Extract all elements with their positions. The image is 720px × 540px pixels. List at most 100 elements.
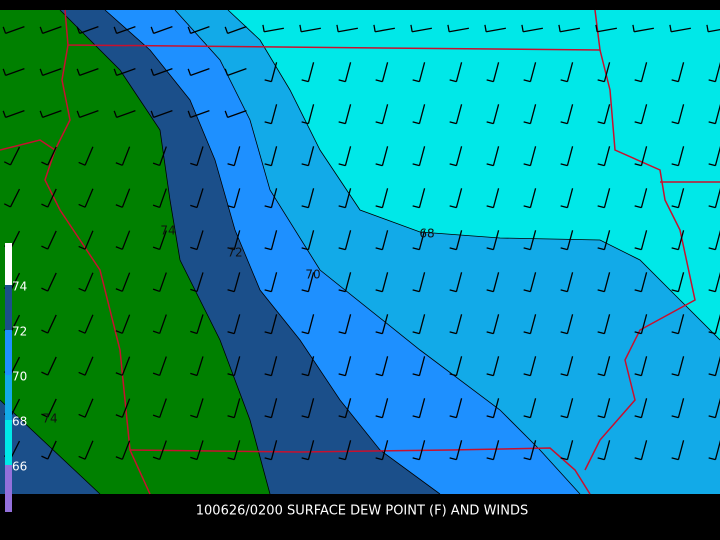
wind-barb: [486, 146, 500, 167]
wind-barb: [301, 188, 315, 209]
barb-flag: [264, 121, 272, 125]
barb-staff: [84, 356, 94, 376]
barb-staff: [381, 104, 389, 124]
barb-staff: [270, 398, 278, 418]
barb-staff: [344, 272, 352, 292]
wind-barb: [190, 272, 204, 293]
barb-flag: [115, 330, 123, 334]
wind-barb: [486, 188, 500, 209]
barb-staff: [677, 230, 685, 250]
barb-flag: [708, 415, 716, 419]
wind-barb: [190, 398, 204, 419]
barb-flag: [338, 415, 346, 419]
barb-staff: [381, 356, 389, 376]
wind-barb: [39, 109, 62, 119]
wind-barb: [224, 67, 247, 77]
barb-flag: [486, 121, 494, 125]
colorbar-label: 66: [12, 460, 27, 474]
barb-flag: [706, 24, 709, 32]
barb-staff: [338, 27, 358, 33]
wind-barb: [560, 188, 574, 209]
wind-barb: [560, 62, 574, 83]
barb-staff: [455, 314, 463, 334]
barb-staff: [196, 398, 204, 418]
barb-staff: [634, 27, 654, 33]
barb-flag: [2, 110, 7, 118]
wind-barb: [375, 356, 389, 377]
wind-barb: [634, 146, 648, 167]
colorbar-swatch: [5, 285, 12, 330]
barb-flag: [3, 203, 11, 208]
wind-barb: [115, 356, 131, 376]
barb-flag: [224, 68, 229, 76]
barb-flag: [2, 26, 7, 34]
barb-staff: [307, 440, 315, 460]
wind-barb: [301, 272, 315, 293]
barb-flag: [264, 373, 272, 377]
wind-barb: [449, 62, 463, 83]
wind-barb: [338, 230, 352, 251]
barb-staff: [307, 398, 315, 418]
barb-flag: [264, 247, 272, 251]
barb-flag: [523, 205, 531, 209]
wind-barb: [412, 398, 426, 419]
barb-staff: [640, 272, 648, 292]
barb-staff: [47, 230, 57, 250]
barb-staff: [159, 146, 167, 166]
barb-staff: [418, 146, 426, 166]
wind-barb: [560, 398, 574, 419]
barb-flag: [115, 162, 123, 166]
barb-staff: [159, 188, 167, 208]
barb-staff: [9, 188, 21, 208]
contour-line: [174, 9, 581, 495]
state-border: [584, 49, 696, 471]
barb-flag: [634, 331, 642, 335]
barb-flag: [708, 373, 716, 377]
barb-flag: [486, 415, 494, 419]
wind-barb: [338, 146, 352, 167]
barb-flag: [708, 163, 716, 167]
barb-staff: [47, 146, 57, 166]
wind-barb: [523, 188, 537, 209]
barb-staff: [677, 440, 685, 460]
barb-staff: [196, 440, 204, 460]
barb-flag: [264, 331, 272, 335]
barb-staff: [455, 62, 463, 82]
wind-barb: [41, 272, 57, 292]
barb-flag: [671, 121, 679, 125]
barb-staff: [344, 188, 352, 208]
wind-barbs: [2, 24, 720, 461]
wind-barb: [597, 146, 611, 167]
barb-flag: [523, 289, 531, 293]
barb-flag: [486, 331, 494, 335]
wind-barb: [597, 230, 611, 251]
barb-flag: [634, 415, 642, 419]
barb-staff: [159, 272, 167, 292]
barb-flag: [227, 163, 235, 167]
wind-barb: [671, 440, 685, 461]
wind-barb: [375, 314, 389, 335]
barb-staff: [677, 272, 685, 292]
barb-staff: [455, 440, 463, 460]
wind-barb: [634, 356, 648, 377]
barb-staff: [492, 146, 500, 166]
barb-flag: [78, 203, 86, 208]
barb-flag: [597, 121, 605, 125]
barb-flag: [671, 373, 679, 377]
barb-staff: [418, 398, 426, 418]
barb-flag: [301, 415, 309, 419]
wind-barb: [375, 398, 389, 419]
colorbar-label: 68: [12, 415, 27, 429]
barb-staff: [529, 230, 537, 250]
barb-staff: [381, 188, 389, 208]
barb-staff: [233, 230, 241, 250]
barb-staff: [418, 104, 426, 124]
barb-flag: [152, 372, 160, 377]
barb-flag: [338, 121, 346, 125]
colorbar-labels: 74 72 70 68 66: [12, 280, 27, 474]
barb-flag: [78, 287, 86, 292]
barb-staff: [381, 272, 389, 292]
barb-staff: [121, 440, 131, 460]
barb-flag: [412, 205, 420, 209]
